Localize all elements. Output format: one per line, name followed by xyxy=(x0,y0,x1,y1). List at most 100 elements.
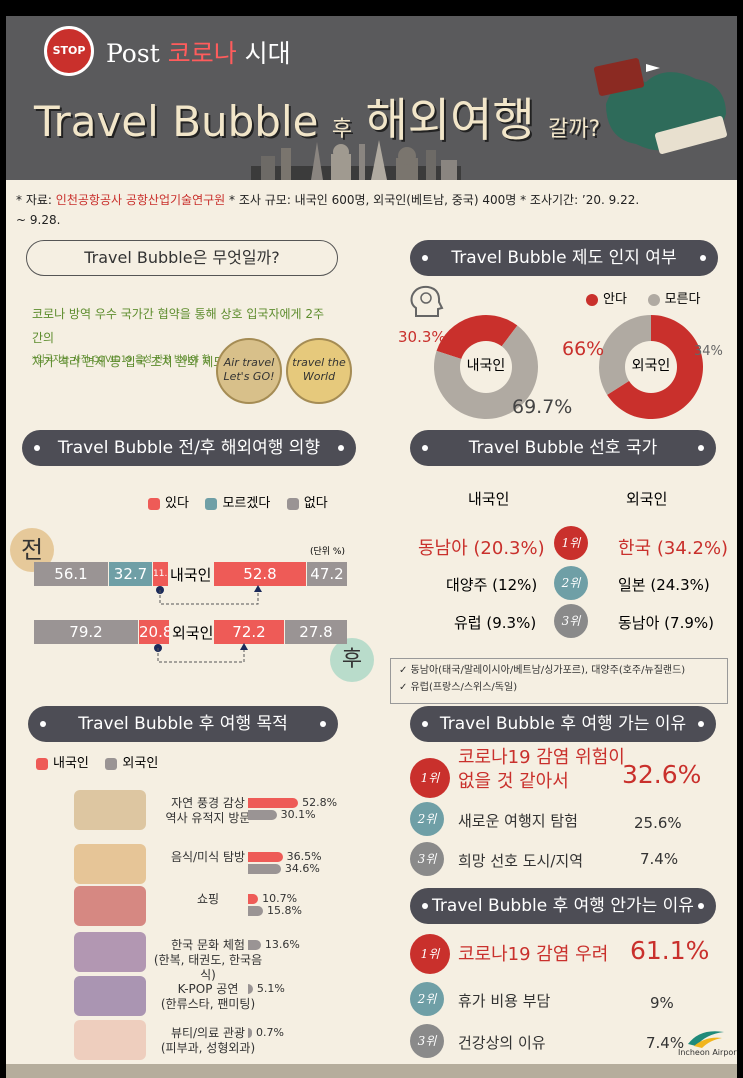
brain-head-icon xyxy=(410,285,444,317)
nogo-reason-3-text: 건강상의 이유 xyxy=(458,1034,546,1052)
foreign-donut-label: 외국인 xyxy=(631,358,671,374)
incheon-airport-logo-text: Incheon Airport xyxy=(678,1048,737,1057)
nogo-reason-2-value: 9% xyxy=(650,994,674,1012)
world-map-passport-icon xyxy=(593,58,727,155)
domestic-know-value: 30.3% xyxy=(398,328,446,346)
page-title: Travel Bubble 후 해외여행 갈까? xyxy=(34,84,600,150)
purpose-value-domestic: 52.8% xyxy=(302,796,338,809)
subtitle-prefix: Post xyxy=(106,39,160,68)
go-reason-2-text: 새로운 여행지 탐험 xyxy=(458,812,578,830)
nogo-rank-1-medal-icon: 1위 xyxy=(410,934,450,974)
intent-change-arrows xyxy=(154,585,262,663)
purpose-label: 한국 문화 체험 (한복, 태권도, 한국음식) xyxy=(153,938,263,982)
preferred-col-foreign: 외국인 xyxy=(626,490,668,508)
after-badge: 후 xyxy=(330,638,374,682)
source-info: * 자료: 인천공항공사 공항산업기술연구원 * 조사 규모: 내국인 600명… xyxy=(16,190,731,230)
survey-size: * 조사 규모: 내국인 600명, 외국인(베트남, 중국) 400명 xyxy=(229,193,517,207)
legend-know-swatch xyxy=(586,293,598,306)
air-travel-badge-icon: Air travel Let's GO! xyxy=(216,338,282,404)
rank-3-medal-icon: 3위 xyxy=(554,604,588,638)
rank-2-medal-icon: 2위 xyxy=(554,566,588,600)
survey-period-end: ~ 9.28. xyxy=(16,213,61,227)
shopping-icon xyxy=(74,886,146,926)
go-rank-3-medal-icon: 3위 xyxy=(410,842,444,876)
dom-before-no-bar: 56.1 xyxy=(34,562,108,586)
pref-dom-3: 유럽 (9.3%) xyxy=(454,614,537,632)
infographic-page: STOP Post 코로나 시대 Travel Bubble 후 해외여행 갈까… xyxy=(6,16,737,1078)
preferred-note-2: ✓ 유럽(프랑스/스위스/독일) xyxy=(399,682,518,693)
legend-foreign-label: 외국인 xyxy=(122,756,159,771)
dom-after-no-bar: 47.2 xyxy=(307,562,347,586)
foreign-know-value: 66% xyxy=(562,338,605,360)
definition-note: *입국자는 사전 COVID19 음성 판정 받아야 함 xyxy=(32,355,210,365)
what-question-bubble: Travel Bubble은 무엇일까? xyxy=(26,240,338,276)
purpose-value-foreign: 30.1% xyxy=(280,808,316,821)
go-reason-3-value: 7.4% xyxy=(640,850,679,868)
foreign-unknown-value: 34% xyxy=(694,344,723,359)
nogo-reason-1-value: 61.1% xyxy=(630,936,710,965)
purpose-value-foreign: 34.6% xyxy=(284,862,320,875)
legend-unknown-swatch xyxy=(647,293,660,306)
source-label: * 자료: xyxy=(16,193,52,207)
legend-know-label: 안다 xyxy=(603,292,627,307)
domestic-slice-안다 xyxy=(436,315,518,367)
pref-for-3: 동남아 (7.9%) xyxy=(618,614,714,632)
awareness-legend: 안다 모른다 xyxy=(586,288,700,307)
intent-legend: 있다 모르겠다 없다 xyxy=(148,492,328,511)
definition-line-1: 코로나 방역 우수 국가간 협약을 통해 상호 입국자에게 2주간의 xyxy=(32,307,325,345)
header-subtitle: Post 코로나 시대 xyxy=(106,34,291,70)
purpose-row: 뷰티/의료 관광 (피부과, 성형외과) 0.7% xyxy=(30,1020,360,1064)
purpose-bar-domestic xyxy=(248,852,283,862)
legend-unsure-label: 모르겠다 xyxy=(222,496,271,511)
nogo-rank-2-medal-icon: 2위 xyxy=(410,982,444,1016)
dom-intent-label: 내국인 xyxy=(170,566,212,584)
legend-foreign-swatch xyxy=(105,757,118,770)
source-org: 인천공항공사 공항산업기술연구원 xyxy=(55,193,226,207)
preferred-note-1: ✓ 동남아(태국/말레이시아/베트남/싱가포르), 대양주(호주/뉴질랜드) xyxy=(399,665,686,676)
purpose-row: 쇼핑 10.7% 15.8% xyxy=(30,886,360,930)
pref-for-2: 일본 (24.3%) xyxy=(618,576,710,594)
legend-unsure-swatch xyxy=(205,497,218,510)
go-rank-1-medal-icon: 1위 xyxy=(410,758,450,798)
purpose-label: K-POP 공연 (한류스타, 팬미팅) xyxy=(160,982,256,1011)
awareness-title: Travel Bubble 제도 인지 여부 xyxy=(410,240,718,276)
title-after: 후 xyxy=(331,117,353,142)
legend-no-swatch xyxy=(286,497,299,510)
definition-line-2: 자가 격리 면제 등 입국 조치 완화 제도 xyxy=(32,355,225,369)
for-after-yes-bar: 72.2 xyxy=(214,620,284,644)
hanbok-icon xyxy=(74,932,146,972)
purpose-bar-foreign xyxy=(248,810,277,820)
purpose-label: 쇼핑 xyxy=(196,892,220,906)
purpose-title: Travel Bubble 후 여행 목적 xyxy=(28,706,338,742)
domestic-unknown-value: 69.7% xyxy=(512,396,573,418)
purpose-label: 자연 풍경 감상 역사 유적지 방문 xyxy=(165,796,251,825)
pref-dom-2: 대양주 (12%) xyxy=(446,576,538,594)
title-main: 해외여행 xyxy=(365,93,535,147)
survey-period: * 조사기간: ’20. 9.22. xyxy=(520,193,640,207)
subtitle-red: 코로나 xyxy=(167,39,237,68)
purpose-value-foreign: 15.8% xyxy=(267,904,302,917)
preferred-col-domestic: 내국인 xyxy=(468,490,510,508)
unit-label: (단위 %) xyxy=(310,547,345,557)
purpose-row: 자연 풍경 감상 역사 유적지 방문 52.8% 30.1% xyxy=(30,790,360,834)
for-before-no-bar: 79.2 xyxy=(34,620,138,644)
title-end: 갈까? xyxy=(548,117,601,142)
purpose-label: 뷰티/의료 관광 (피부과, 성형외과) xyxy=(160,1026,256,1055)
purpose-label: 음식/미식 탐방 xyxy=(170,850,246,864)
domestic-awareness-donut xyxy=(434,315,538,419)
landmark-icon xyxy=(74,790,146,830)
go-reasons-title: Travel Bubble 후 여행 가는 이유 xyxy=(410,706,716,742)
legend-no-label: 없다 xyxy=(303,496,328,511)
preferred-title: Travel Bubble 선호 국가 xyxy=(410,430,716,466)
city-skyline-icon xyxy=(251,140,461,180)
purpose-row: 한국 문화 체험 (한복, 태권도, 한국음식) 13.6% xyxy=(30,932,360,982)
domestic-donut-label: 내국인 xyxy=(466,358,506,374)
legend-domestic-swatch xyxy=(36,757,48,770)
nogo-reason-2-text: 휴가 비용 부담 xyxy=(458,992,551,1010)
purpose-row: K-POP 공연 (한류스타, 팬미팅) 5.1% xyxy=(30,976,360,1020)
legend-domestic-label: 내국인 xyxy=(53,756,89,771)
preferred-note-box: ✓ 동남아(태국/말레이시아/베트남/싱가포르), 대양주(호주/뉴질랜드) ✓… xyxy=(390,658,728,704)
definition-text: 코로나 방역 우수 국가간 협약을 통해 상호 입국자에게 2주간의 자가 격리… xyxy=(32,302,332,374)
purpose-bar-foreign xyxy=(248,906,263,916)
legend-yes-swatch xyxy=(148,497,160,510)
